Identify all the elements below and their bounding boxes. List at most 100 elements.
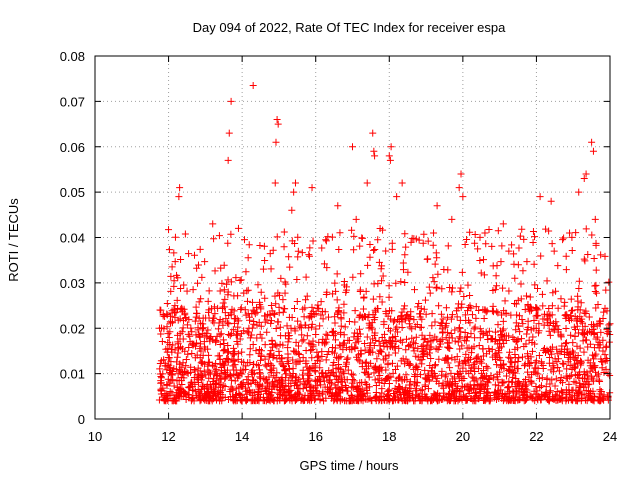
data-point: [385, 293, 393, 301]
data-point: [513, 365, 521, 373]
data-point: [553, 358, 561, 366]
data-point: [564, 396, 572, 404]
data-point: [305, 251, 313, 259]
data-point: [408, 325, 416, 333]
data-point: [401, 302, 409, 310]
data-point: [577, 299, 585, 307]
data-point: [185, 391, 193, 399]
data-point: [417, 305, 425, 313]
data-point: [557, 387, 565, 395]
data-point: [301, 381, 309, 389]
data-point: [481, 306, 489, 314]
data-point: [480, 367, 488, 375]
data-point: [237, 305, 245, 313]
x-axis-label: GPS time / hours: [300, 458, 399, 473]
data-point: [530, 317, 538, 325]
data-point: [171, 233, 179, 241]
data-point: [505, 353, 513, 361]
data-point: [473, 353, 481, 361]
data-point: [199, 372, 207, 380]
data-point: [285, 364, 293, 372]
data-point: [374, 236, 382, 244]
data-point: [567, 312, 575, 320]
data-point: [532, 382, 540, 390]
data-point: [266, 350, 274, 358]
data-point: [171, 346, 179, 354]
data-point: [204, 326, 212, 334]
data-point: [163, 366, 171, 374]
data-point: [412, 333, 420, 341]
data-point: [261, 385, 269, 393]
data-point: [471, 359, 479, 367]
data-point: [246, 358, 254, 366]
data-point: [393, 388, 401, 396]
data-point: [422, 345, 430, 353]
data-point: [361, 340, 369, 348]
data-point: [224, 349, 232, 357]
data-point: [176, 315, 184, 323]
data-point: [423, 351, 431, 359]
data-point: [223, 354, 231, 362]
data-point: [464, 281, 472, 289]
data-point: [193, 351, 201, 359]
data-point: [323, 288, 331, 296]
data-point: [506, 363, 514, 371]
data-point: [177, 305, 185, 313]
data-point: [499, 397, 507, 405]
data-point: [257, 322, 265, 330]
data-point: [156, 365, 164, 373]
data-point: [549, 362, 557, 370]
data-point: [182, 314, 190, 322]
data-point: [248, 368, 256, 376]
data-point: [508, 359, 516, 367]
data-point: [448, 288, 456, 296]
data-point: [535, 327, 543, 335]
data-point: [322, 330, 330, 338]
data-point: [467, 330, 475, 338]
data-point: [323, 350, 331, 358]
data-point: [376, 371, 384, 379]
data-point: [214, 304, 222, 312]
data-point: [261, 294, 269, 302]
data-point: [185, 344, 193, 352]
data-point: [491, 351, 499, 359]
data-point: [561, 311, 569, 319]
data-point: [428, 310, 436, 318]
data-point: [182, 396, 190, 404]
data-point: [515, 244, 523, 252]
data-point: [566, 361, 574, 369]
data-point: [397, 336, 405, 344]
data-point: [277, 274, 285, 282]
data-point: [379, 272, 387, 280]
data-point: [482, 382, 490, 390]
data-point: [224, 276, 232, 284]
data-point: [248, 324, 256, 332]
data-point: [582, 336, 590, 344]
data-point: [554, 328, 562, 336]
data-point: [227, 371, 235, 379]
data-point: [174, 274, 182, 282]
data-point: [571, 326, 579, 334]
data-point: [171, 394, 179, 402]
data-point: [373, 355, 381, 363]
data-point: [281, 366, 289, 374]
data-point: [204, 362, 212, 370]
data-point: [205, 351, 213, 359]
data-point: [382, 339, 390, 347]
data-point: [538, 290, 546, 298]
data-point: [565, 351, 573, 359]
data-point: [427, 355, 435, 363]
data-point: [471, 231, 479, 239]
data-point: [322, 237, 330, 245]
data-point: [235, 317, 243, 325]
data-point: [255, 318, 263, 326]
data-point: [595, 376, 603, 384]
data-point: [349, 384, 357, 392]
data-point: [497, 343, 505, 351]
data-point: [227, 97, 235, 105]
data-point: [305, 377, 313, 385]
data-point: [274, 120, 282, 128]
data-point: [159, 312, 167, 320]
data-point: [168, 263, 176, 271]
data-point: [448, 386, 456, 394]
